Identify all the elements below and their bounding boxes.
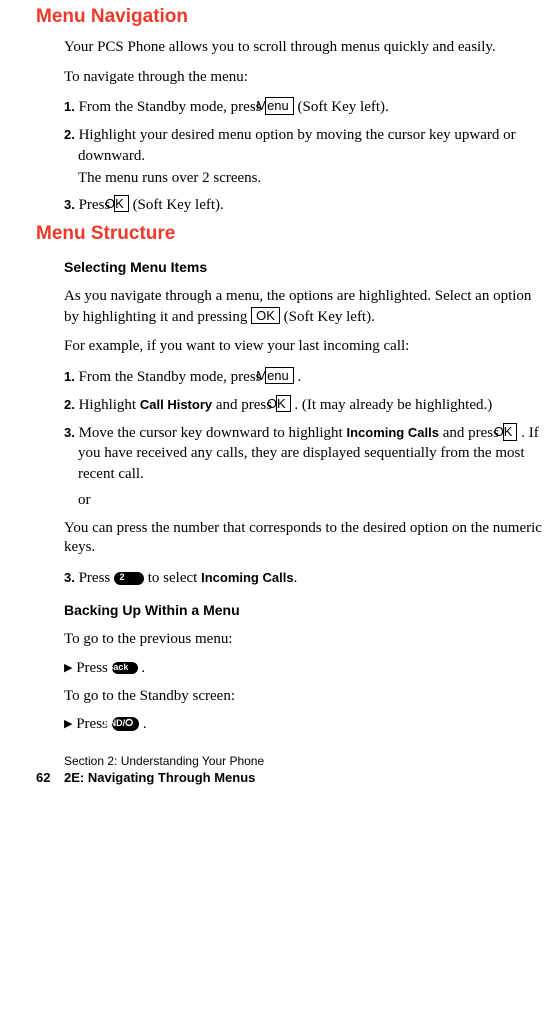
section-navigation: Your PCS Phone allows you to scroll thro… (64, 38, 547, 215)
nav-step-2: 2. Highlight your desired menu option by… (64, 125, 547, 166)
ok-key-icon: OK (251, 307, 280, 325)
back-bullet-2: ▶ Press END/⭘ . (64, 716, 547, 733)
sel-p2: For example, if you want to view your la… (64, 337, 547, 357)
text: From the Standby mode, press (79, 369, 266, 385)
or-text: or (78, 492, 547, 509)
footer-section: 2E: Navigating Through Menus (64, 770, 255, 785)
back-bullet-1: ▶ Press Back . (64, 660, 547, 677)
back-p1: To go to the previous menu: (64, 630, 547, 650)
footer-line-2: 622E: Navigating Through Menus (36, 769, 547, 787)
page-number: 62 (36, 769, 64, 787)
footer-line-1: Section 2: Understanding Your Phone (36, 753, 547, 769)
step-number: 2. (64, 127, 75, 142)
text: (Soft Key left). (280, 309, 375, 325)
power-icon: ⭘ (125, 718, 133, 729)
ok-key-icon: OK (114, 195, 129, 213)
sel-step-1: 1. From the Standby mode, press Menu . (64, 367, 547, 387)
text: . (It may already be highlighted.) (291, 397, 493, 413)
triangle-icon: ▶ (64, 718, 72, 730)
subhead-backing: Backing Up Within a Menu (64, 602, 547, 618)
section-structure: Selecting Menu Items As you navigate thr… (64, 259, 547, 733)
back-p2: To go to the Standby screen: (64, 687, 547, 707)
nav-step-3: 3. Press OK (Soft Key left). (64, 195, 547, 215)
sel-step-2: 2. Highlight Call History and press OK .… (64, 395, 547, 415)
subhead-selecting: Selecting Menu Items (64, 259, 547, 275)
sel-step-3: 3. Move the cursor key downward to highl… (64, 423, 547, 484)
step-number: 3. (64, 425, 75, 440)
text: . (294, 570, 298, 586)
bold-incoming-calls: Incoming Calls (201, 570, 293, 585)
menu-key-icon: Menu (265, 367, 294, 385)
step-number: 3. (64, 570, 75, 585)
nav-step-2-sub: The menu runs over 2 screens. (64, 170, 547, 187)
text: . (139, 716, 147, 732)
sel-alt: You can press the number that correspond… (64, 519, 547, 558)
heading-menu-navigation: Menu Navigation (36, 6, 547, 28)
sel-p1: As you navigate through a menu, the opti… (64, 287, 547, 327)
text: to select (144, 570, 201, 586)
text: Press (79, 570, 114, 586)
step-number: 1. (64, 369, 75, 384)
triangle-icon: ▶ (64, 662, 72, 674)
heading-menu-structure: Menu Structure (36, 223, 547, 245)
nav-step-1: 1. From the Standby mode, press Menu (So… (64, 97, 547, 117)
text: Highlight your desired menu option by mo… (78, 127, 516, 163)
end-key-icon: END/⭘ (112, 717, 140, 731)
nav-lead: To navigate through the menu: (64, 68, 547, 88)
text: Highlight (79, 397, 140, 413)
text: Move the cursor key downward to highligh… (79, 425, 347, 441)
step-number: 1. (64, 99, 75, 114)
page-footer: Section 2: Understanding Your Phone 622E… (36, 753, 547, 787)
back-key-icon: Back (112, 662, 138, 675)
text: From the Standby mode, press (79, 99, 266, 115)
end-key-text: END/ (104, 718, 126, 728)
text: . (138, 660, 146, 676)
step-number: 2. (64, 397, 75, 412)
page: Menu Navigation Your PCS Phone allows yo… (0, 0, 557, 797)
bold-call-history: Call History (140, 397, 212, 412)
menu-key-icon: Menu (265, 97, 294, 115)
ok-key-icon: OK (276, 395, 291, 413)
nav-intro: Your PCS Phone allows you to scroll thro… (64, 38, 547, 58)
text: (Soft Key left). (129, 197, 224, 213)
sel-step-3b: 3. Press 2 to select Incoming Calls. (64, 568, 547, 588)
text: (Soft Key left). (294, 99, 389, 115)
ok-key-icon: OK (503, 423, 518, 441)
bold-incoming-calls: Incoming Calls (346, 425, 438, 440)
key-2-icon: 2 (114, 572, 144, 585)
step-number: 3. (64, 197, 75, 212)
text: . (294, 369, 302, 385)
